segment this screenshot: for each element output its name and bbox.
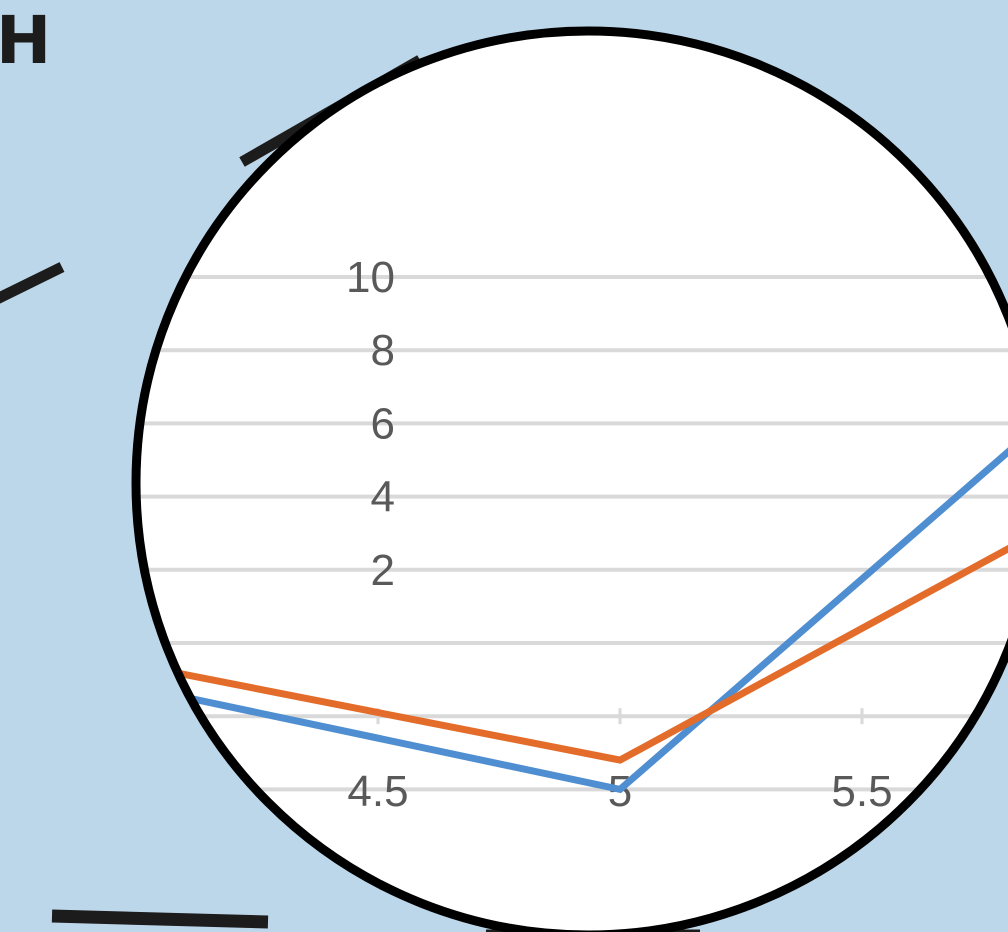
x-tick-label: 4.5 — [347, 767, 408, 816]
y-tick-label: 2 — [371, 546, 395, 595]
decor-stroke-left — [0, 262, 65, 304]
magnifier-ring — [131, 26, 1008, 932]
x-tick-label: 5.5 — [831, 767, 892, 816]
series-line-1 — [136, 365, 1008, 794]
decor-stroke-bottom — [51, 909, 269, 929]
heading-letter: H — [0, 2, 52, 79]
y-tick-label: 10 — [346, 253, 395, 302]
y-tick-label: 4 — [371, 473, 395, 522]
y-tick-label: 8 — [371, 326, 395, 375]
series-line-2 — [136, 493, 1008, 764]
y-tick-label: 6 — [371, 399, 395, 448]
